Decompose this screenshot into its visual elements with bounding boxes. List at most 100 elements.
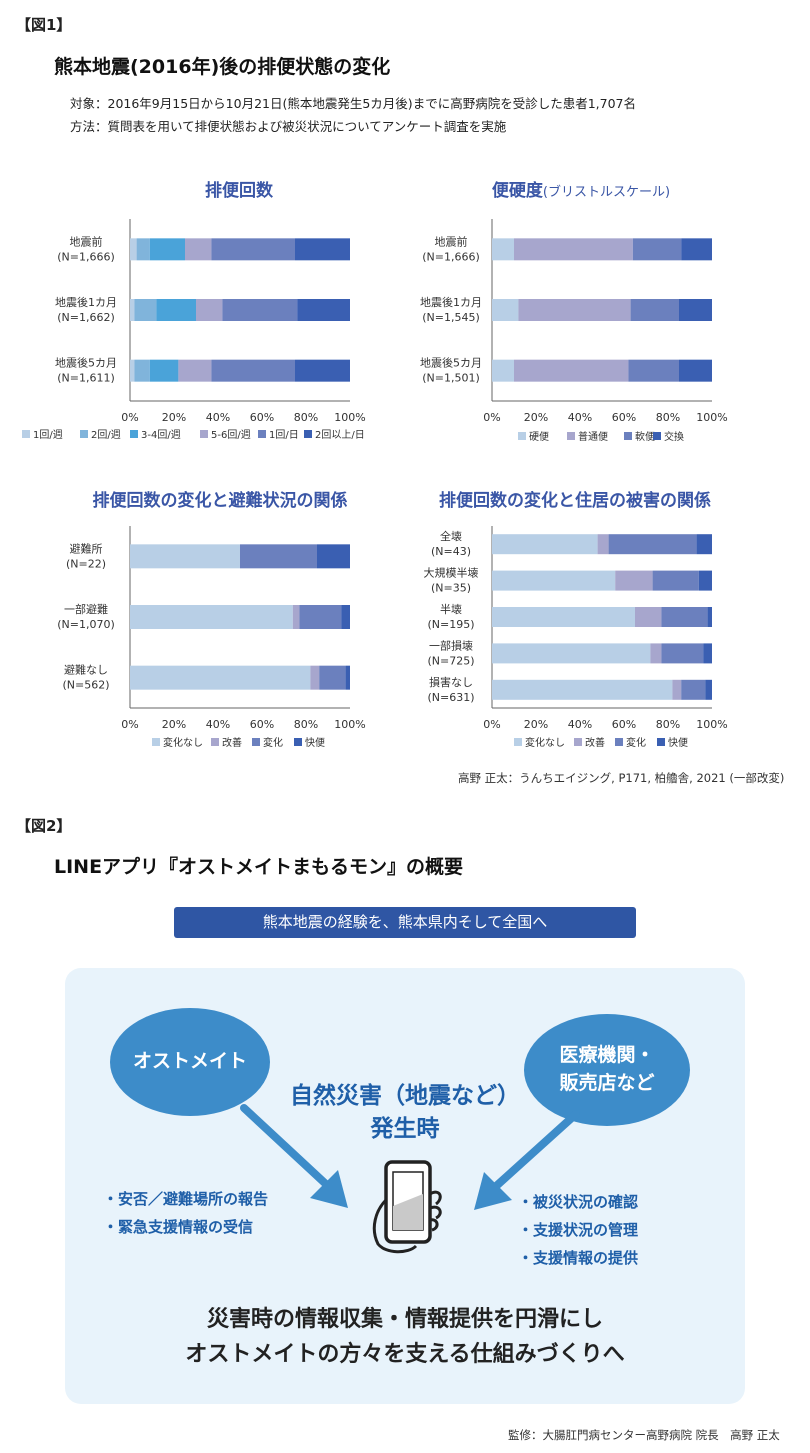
fig1-source: 高野 正太：うんちエイジング, P171, 柏艪舎, 2021 (一部改変) xyxy=(458,771,785,785)
category-n-label: (N=22) xyxy=(66,557,106,570)
bottom-message-line1: 災害時の情報収集・情報提供を円滑にし xyxy=(206,1307,603,1332)
legend-label: 変化なし xyxy=(163,736,203,749)
x-tick-label: 20% xyxy=(162,411,186,424)
bar-segment xyxy=(222,299,298,321)
bar-segment xyxy=(492,238,514,261)
legend-swatch xyxy=(294,738,302,746)
bar-segment xyxy=(130,665,311,690)
category-n-label: (N=1,501) xyxy=(422,372,480,385)
legend-swatch xyxy=(518,432,526,440)
bar-segment xyxy=(492,643,651,664)
category-label: 大規模半壊 xyxy=(424,566,479,580)
x-tick-label: 60% xyxy=(250,411,274,424)
category-label: 一部損壊 xyxy=(429,638,473,652)
legend-swatch xyxy=(567,432,575,440)
legend-swatch xyxy=(514,738,522,746)
bar-segment xyxy=(615,570,653,591)
bar-segment xyxy=(196,299,223,321)
bar-segment xyxy=(130,605,293,629)
bottom-message-line2: オストメイトの方々を支える仕組みづくりへ xyxy=(185,1342,625,1368)
category-label: 地震後5カ月 xyxy=(420,356,482,370)
category-label: 避難所 xyxy=(70,541,103,555)
chart4-svg: 全壊 (N=43) 大規模半壊 (N=35) 半壊 (N=195) 一部損壊 (N=725) 損… xyxy=(424,526,728,749)
category-label: 地震後1カ月 xyxy=(420,295,482,309)
right-items: ・被災状況の確認 ・支援状況の管理 ・支援情報の提供 xyxy=(518,1188,638,1272)
bar-segment xyxy=(185,238,212,261)
chart2-svg: 地震前 (N=1,666) 地震後1カ月 (N=1,545) 地震後5カ月 (N=1,50… xyxy=(420,219,728,443)
bar-segment xyxy=(635,607,662,627)
category-n-label: (N=631) xyxy=(427,691,474,704)
bar-segment xyxy=(299,605,342,629)
bar-segment xyxy=(681,679,706,700)
category-n-label: (N=1,070) xyxy=(57,618,115,631)
smartphone-hand-icon xyxy=(372,1160,442,1254)
category-n-label: (N=1,545) xyxy=(422,311,480,324)
legend-swatch xyxy=(304,430,312,438)
bar-segment xyxy=(317,544,350,569)
bar-segment xyxy=(492,534,598,555)
legend-swatch xyxy=(624,432,632,440)
category-label: 避難なし xyxy=(64,663,108,677)
category-n-label: (N=562) xyxy=(62,679,109,692)
legend-label: 軟便 xyxy=(635,430,655,443)
legend-label: 変化 xyxy=(263,736,283,749)
legend-swatch xyxy=(130,430,138,438)
bar-segment xyxy=(632,238,682,261)
x-tick-label: 0% xyxy=(483,718,500,731)
legend-label: 普通便 xyxy=(578,430,608,443)
left-items: ・安否／避難場所の報告 ・緊急支援情報の受信 xyxy=(103,1185,268,1241)
legend-swatch xyxy=(615,738,623,746)
right-bubble-line2: 販売店など xyxy=(559,1072,655,1094)
left-item: ・安否／避難場所の報告 xyxy=(103,1190,269,1208)
legend-label: 変化 xyxy=(626,736,646,749)
category-n-label: (N=1,666) xyxy=(422,250,480,263)
category-label: 地震後5カ月 xyxy=(55,356,117,370)
category-n-label: (N=1,666) xyxy=(57,250,115,263)
right-bubble-line1: 医療機関・ xyxy=(559,1044,655,1067)
bar-segment xyxy=(698,570,712,591)
bar-segment xyxy=(211,238,295,261)
x-tick-label: 20% xyxy=(162,718,186,731)
bar-segment xyxy=(705,679,712,700)
legend-swatch xyxy=(211,738,219,746)
chart1-svg: 地震前 (N=1,666) 地震後1カ月 (N=1,662) 地震後5カ月 (N=1,61… xyxy=(22,219,366,441)
x-tick-label: 100% xyxy=(334,718,365,731)
bar-segment xyxy=(681,238,712,261)
legend-swatch xyxy=(22,430,30,438)
category-label: 損害なし xyxy=(429,675,473,689)
category-label: 地震前 xyxy=(435,234,468,248)
x-tick-label: 80% xyxy=(656,718,680,731)
bar-segment xyxy=(672,679,682,700)
bar-segment xyxy=(492,359,514,382)
bar-segment xyxy=(661,607,708,627)
bar-segment xyxy=(628,359,679,382)
category-n-label: (N=43) xyxy=(431,545,471,558)
bar-segment xyxy=(679,299,712,321)
left-item: ・緊急支援情報の受信 xyxy=(103,1218,254,1236)
legend-swatch xyxy=(152,738,160,746)
category-n-label: (N=195) xyxy=(427,618,474,631)
category-label: 地震後1カ月 xyxy=(55,295,117,309)
chart4-title: 排便回数の変化と住居の被害の関係 xyxy=(400,486,750,511)
legend-swatch xyxy=(657,738,665,746)
bar-segment xyxy=(341,605,350,629)
bar-segment xyxy=(297,299,350,321)
bar-segment xyxy=(130,359,135,382)
category-label: 全壊 xyxy=(440,529,462,543)
chart3-svg: 避難所 (N=22) 一部避難 (N=1,070) 避難なし (N=562) 0% 20% 40… xyxy=(57,526,366,749)
right-item: ・支援状況の管理 xyxy=(518,1221,639,1239)
legend-label: 変化なし xyxy=(525,736,565,749)
bar-segment xyxy=(211,359,295,382)
x-tick-label: 40% xyxy=(568,718,592,731)
center-text-line1: 自然災害（地震など） xyxy=(290,1083,520,1109)
chart3-title-main: 排便回数の変化と避難状況の関係 xyxy=(92,491,348,511)
x-tick-label: 60% xyxy=(612,411,636,424)
legend-label: 1回/週 xyxy=(33,429,63,441)
fig2-supervisor: 監修：大腸肛門病センター高野病院 院長 高野 正太 xyxy=(508,1428,780,1442)
bar-segment xyxy=(319,665,346,690)
fig1-subject: 対象：2016年9月15日から10月21日(熊本地震発生5カ月後)までに高野病院… xyxy=(70,96,636,111)
chart3-title: 排便回数の変化と避難状況の関係 xyxy=(60,486,380,511)
chart2-title: 便硬度(ブリストルスケール) xyxy=(470,176,692,201)
bar-segment xyxy=(136,238,150,261)
bar-segment xyxy=(518,299,631,321)
